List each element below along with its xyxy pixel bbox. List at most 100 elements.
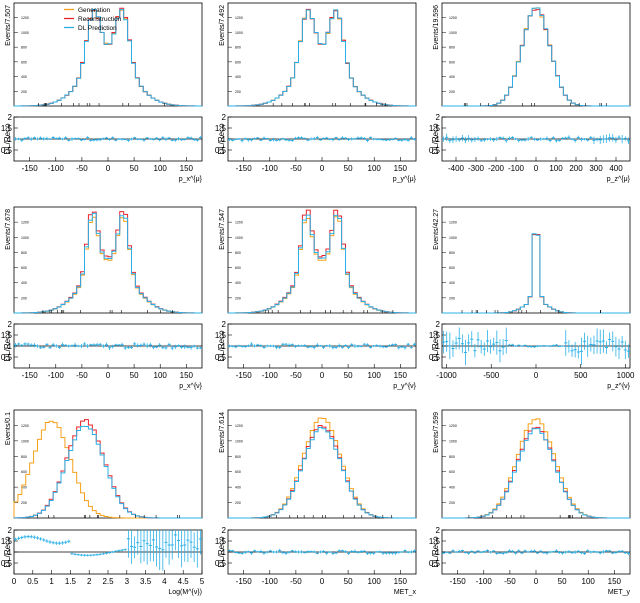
y-tick-label: 800 xyxy=(235,455,241,459)
y-tick-label: 200 xyxy=(449,296,455,300)
y-tick-label: 600 xyxy=(449,470,455,474)
x-tick-label: -100 xyxy=(262,164,279,173)
y-tick-label: 400 xyxy=(235,75,241,79)
ratio-y-label: DL/Reco xyxy=(431,536,440,568)
x-axis-label: MET_x xyxy=(394,589,417,596)
y-tick-label: 800 xyxy=(449,455,455,459)
y-tick-label: 1200 xyxy=(449,424,457,428)
x-tick-label: -50 xyxy=(290,371,302,380)
x-tick-label: -400 xyxy=(448,164,465,173)
y-tick-label: 1200 xyxy=(21,221,29,225)
panel-7: Events/0.120040060080010001200DL/Reco0.5… xyxy=(1,409,205,596)
x-axis-label: p_x^{ν} xyxy=(179,383,202,390)
x-tick-label: 0 xyxy=(534,164,539,173)
x-tick-label: 4 xyxy=(162,577,167,586)
y-tick-label: 400 xyxy=(21,281,27,285)
ratio-y-tick-label: 1.5 xyxy=(215,331,227,340)
ratio-y-tick-label: 1 xyxy=(8,342,13,351)
ratio-y-tick-label: 1 xyxy=(222,342,227,351)
dl-series xyxy=(227,9,416,107)
ratio-y-tick-label: 2 xyxy=(436,320,441,329)
x-tick-label: 0 xyxy=(320,164,325,173)
x-tick-label: 150 xyxy=(394,371,408,380)
main-frame xyxy=(441,409,631,519)
y-tick-label: 200 xyxy=(235,90,241,94)
x-axis-label: Log(M^{ν}) xyxy=(168,589,202,596)
x-tick-label: 1000 xyxy=(617,371,635,380)
ratio-y-tick-label: 1 xyxy=(222,135,227,144)
dl-series xyxy=(13,212,202,314)
main-frame xyxy=(227,206,417,314)
x-tick-label: 100 xyxy=(368,164,382,173)
x-tick-label: 150 xyxy=(394,164,408,173)
x-tick-label: -100 xyxy=(262,577,279,586)
ratio-y-tick-label: 2 xyxy=(8,526,13,535)
x-tick-label: 100 xyxy=(154,371,168,380)
x-axis-label: p_z^{μ} xyxy=(607,176,631,183)
ratio-y-label: DL/Reco xyxy=(217,536,226,568)
x-tick-label: 0 xyxy=(534,577,539,586)
ratio-y-tick-label: 1.5 xyxy=(215,124,227,133)
x-tick-label: 0 xyxy=(320,371,325,380)
ratio-y-tick-label: 1.5 xyxy=(429,537,441,546)
x-tick-label: 50 xyxy=(130,164,139,173)
x-tick-label: -150 xyxy=(22,164,39,173)
panel-5: Events/7.54720040060080010001200DL/Reco0… xyxy=(215,206,417,390)
x-tick-label: 50 xyxy=(558,577,567,586)
generation-series xyxy=(13,216,202,314)
ratio-y-tick-label: 1.5 xyxy=(429,124,441,133)
x-tick-label: -1000 xyxy=(436,371,457,380)
y-tick-label: 600 xyxy=(21,266,27,270)
x-tick-label: 300 xyxy=(589,164,603,173)
ratio-y-tick-label: 1 xyxy=(436,342,441,351)
y-tick-label: 400 xyxy=(449,75,455,79)
panel-2: Events/7.49220040060080010001200DL/Reco0… xyxy=(215,2,417,183)
generation-series xyxy=(442,7,630,107)
y-tick-label: 1000 xyxy=(235,236,243,240)
y-tick-label: 400 xyxy=(235,486,241,490)
panel-6: Events/42.2720040060080010001200DL/Reco0… xyxy=(429,206,635,390)
x-tick-label: -300 xyxy=(468,164,485,173)
legend: Generation Reconstruction DL Prediction xyxy=(64,7,122,32)
y-tick-label: 200 xyxy=(235,501,241,505)
panel-1: Events/7.50720040060080010001200DL/Reco0… xyxy=(1,2,203,183)
ratio-y-tick-label: 2 xyxy=(436,113,441,122)
x-tick-label: 500 xyxy=(574,371,588,380)
y-tick-label: 1000 xyxy=(21,31,29,35)
x-axis-label: MET_y xyxy=(608,589,631,596)
x-tick-label: -50 xyxy=(76,371,88,380)
ratio-y-tick-label: 0.5 xyxy=(1,559,13,568)
ratio-y-tick-label: 1.5 xyxy=(1,537,13,546)
x-tick-label: 2 xyxy=(87,577,92,586)
y-axis-label: Events/7.547 xyxy=(219,209,226,250)
panel-9: Events/7.59920040060080010001200DL/Reco0… xyxy=(429,409,631,596)
legend-label: DL Prediction xyxy=(78,25,117,32)
main-frame xyxy=(13,206,203,314)
ratio-y-tick-label: 0.5 xyxy=(429,353,441,362)
x-tick-label: -150 xyxy=(22,371,39,380)
x-tick-label: 150 xyxy=(608,577,622,586)
y-tick-label: 400 xyxy=(235,281,241,285)
ratio-y-label: DL/Reco xyxy=(431,330,440,362)
ratio-y-tick-label: 0.5 xyxy=(429,146,441,155)
y-tick-label: 1000 xyxy=(449,31,457,35)
panel-4: Events/7.67820040060080010001200DL/Reco0… xyxy=(1,206,203,390)
x-tick-label: -100 xyxy=(262,371,279,380)
x-tick-label: 3.5 xyxy=(140,577,152,586)
ratio-y-tick-label: 1 xyxy=(436,135,441,144)
y-tick-label: 1200 xyxy=(235,424,243,428)
y-tick-label: 800 xyxy=(235,251,241,255)
dl-series xyxy=(13,9,202,107)
y-tick-label: 1000 xyxy=(449,439,457,443)
x-tick-label: 1 xyxy=(49,577,54,586)
y-tick-label: 1200 xyxy=(235,221,243,225)
x-tick-label: 2.5 xyxy=(102,577,114,586)
y-tick-label: 1200 xyxy=(21,16,29,20)
reconstruction-series xyxy=(227,424,416,519)
panel-8: Events/7.61420040060080010001200DL/Reco0… xyxy=(215,409,417,596)
x-tick-label: -500 xyxy=(483,371,500,380)
x-tick-label: -50 xyxy=(290,164,302,173)
legend-label: Generation xyxy=(78,7,111,14)
x-tick-label: 100 xyxy=(582,577,596,586)
x-tick-label: 0 xyxy=(106,371,111,380)
